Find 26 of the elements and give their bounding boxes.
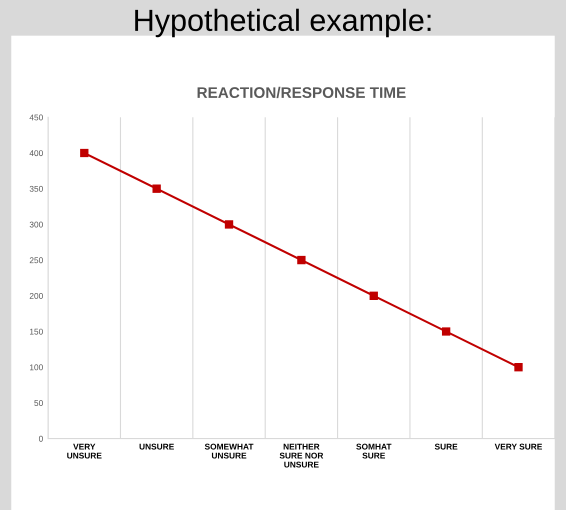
point: [80, 148, 88, 158]
x-tick-label: UNSURE: [140, 444, 174, 450]
x-tick-label: SOMHAT SURE: [356, 444, 392, 459]
point: [442, 327, 450, 336]
x-tick-label: SOMEWHAT UNSURE: [204, 444, 254, 459]
y-tick-label: 450: [30, 114, 43, 120]
x-tick-label: SURE: [434, 444, 458, 450]
point: [224, 220, 234, 229]
y-tick-label: 200: [30, 293, 43, 299]
point: [152, 184, 161, 193]
x-tick-label: VERY UNSURE: [67, 444, 102, 459]
x-tick-label: NEITHER SURE NOR UNSURE: [280, 444, 324, 468]
point: [297, 256, 306, 264]
chart-title: Hypothetical example:: [135, 8, 431, 38]
y-tick-label: 0: [38, 436, 43, 442]
y-tick-label: 300: [30, 222, 43, 228]
chart-subtitle: REACTION/RESPONSE TIME: [198, 86, 406, 98]
y-tick-label: 100: [30, 364, 43, 370]
y-tick-label: 150: [30, 328, 43, 335]
y-tick-label: 350: [30, 186, 43, 192]
x-tick-label: VERY SURE: [494, 444, 542, 450]
point: [514, 363, 523, 372]
y-tick-label: 400: [30, 150, 43, 156]
point: [370, 292, 378, 300]
y-tick-label: 250: [30, 257, 43, 264]
y-tick-label: 50: [34, 400, 43, 406]
